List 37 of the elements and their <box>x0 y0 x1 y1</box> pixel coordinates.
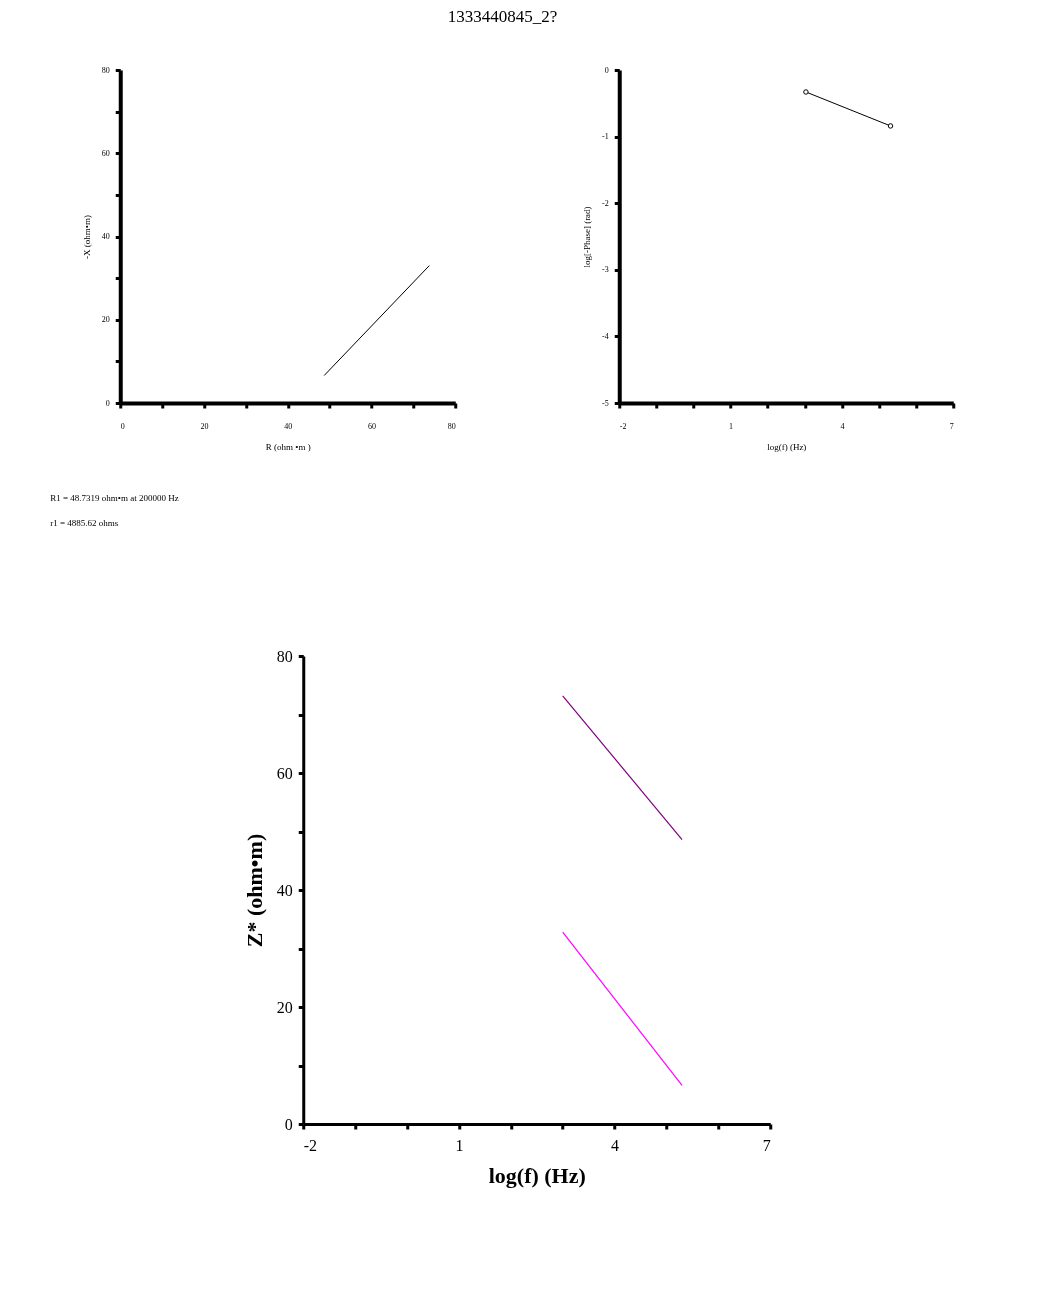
y-tick-label: 20 <box>101 315 110 325</box>
text: r1 = 4885.62 ohms <box>50 518 119 528</box>
y-tick-label: 80 <box>101 65 110 75</box>
y-tick-label: 80 <box>276 647 293 665</box>
x-tick-label: 80 <box>447 421 456 431</box>
y-axis-title: -X (ohm•m) <box>81 215 92 259</box>
y-tick-label: 40 <box>101 232 110 241</box>
x-tick-label: 1 <box>729 421 734 431</box>
x-tick-label: 0 <box>120 421 125 431</box>
y-tick-label: 0 <box>105 398 110 408</box>
x-tick-label: 20 <box>200 421 209 431</box>
y-tick-label: -5 <box>602 398 609 408</box>
y-tick-label: 0 <box>604 65 609 75</box>
x-tick-label: 7 <box>949 421 954 431</box>
text: 1333440845_2? <box>447 7 558 26</box>
x-axis-title: log(f) (Hz) <box>767 441 807 452</box>
x-tick-label: 4 <box>611 1136 620 1154</box>
x-tick-label: -2 <box>303 1136 318 1154</box>
x-tick-label: 60 <box>368 421 376 431</box>
y-tick-label: 60 <box>101 148 110 158</box>
y-tick-label: -2 <box>602 198 609 208</box>
y-axis-title: Z* (ohm•m) <box>241 833 267 948</box>
x-axis-title: R (ohm •m ) <box>265 441 311 452</box>
y-tick-label: 20 <box>276 998 293 1016</box>
x-tick-label: 4 <box>840 421 845 431</box>
x-axis-title: log(f) (Hz) <box>488 1162 586 1188</box>
text: R1 = 48.7319 ohm•m at 200000 Hz <box>50 493 179 503</box>
x-tick-label: 7 <box>762 1136 771 1154</box>
y-tick-label: 40 <box>276 881 293 899</box>
y-tick-label: -4 <box>602 331 609 341</box>
y-tick-label: 60 <box>276 764 293 782</box>
y-tick-label: -3 <box>602 265 609 275</box>
y-tick-label: -1 <box>602 132 609 142</box>
x-tick-label: 1 <box>455 1136 464 1154</box>
x-tick-label: -2 <box>619 421 627 431</box>
y-axis-title: log[-Phase] (rad) <box>582 206 593 268</box>
y-tick-label: 0 <box>284 1115 293 1133</box>
